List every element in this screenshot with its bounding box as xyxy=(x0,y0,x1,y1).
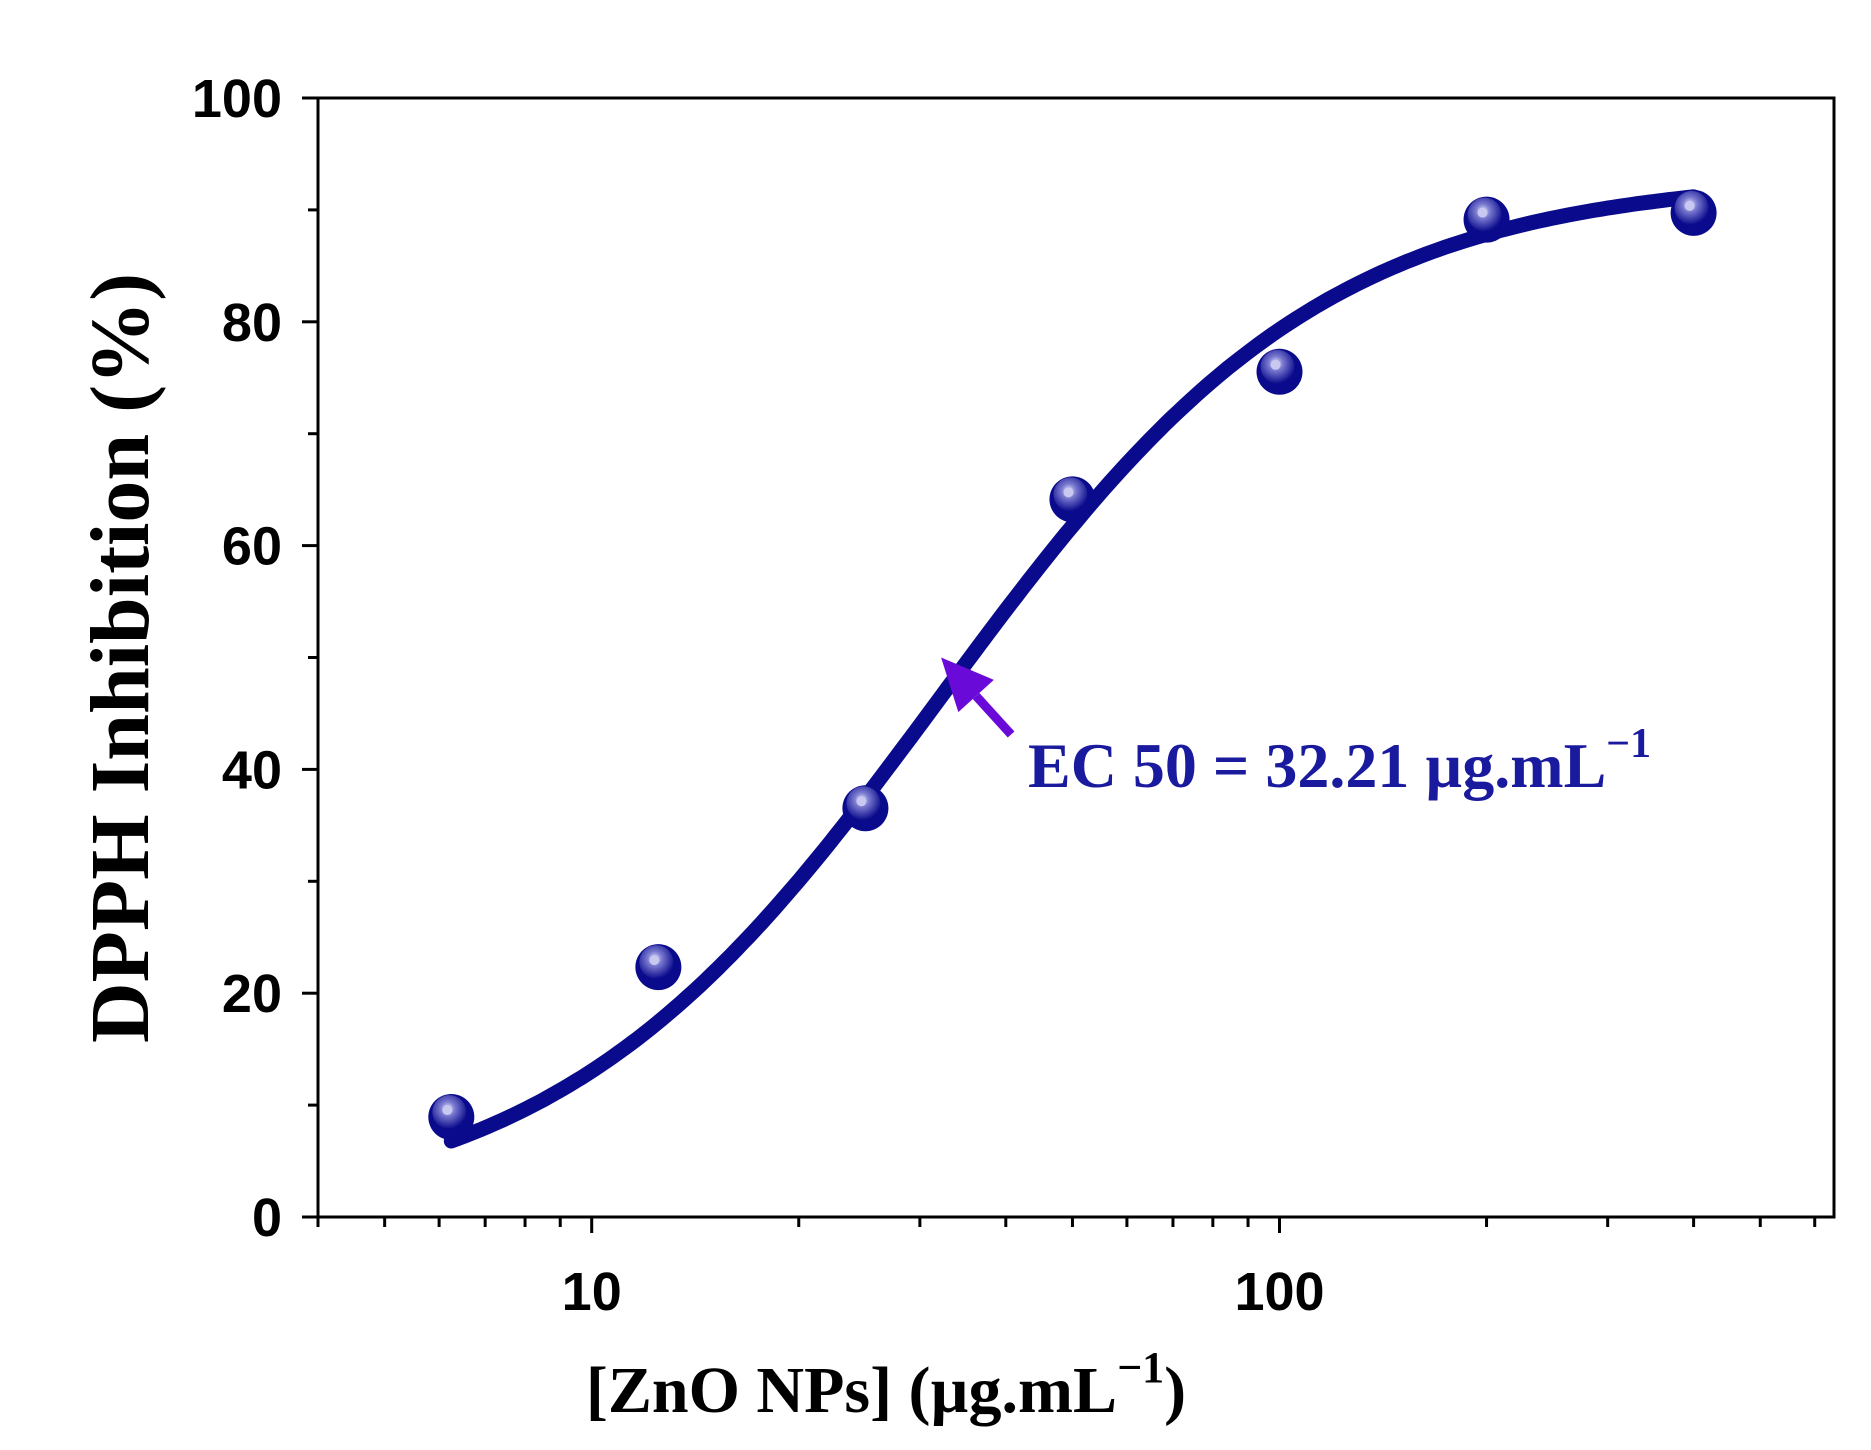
data-point-highlight xyxy=(442,1105,453,1116)
data-point-highlight xyxy=(1270,359,1281,370)
data-point xyxy=(1463,196,1510,243)
plot-frame xyxy=(316,96,1836,1219)
x-axis-ticks xyxy=(316,1217,1817,1233)
data-point-highlight xyxy=(856,796,867,807)
data-point-highlight xyxy=(649,955,660,966)
y-axis-tick-labels: 0 20 40 60 80 100 xyxy=(192,69,282,1248)
y-tick-label: 100 xyxy=(192,69,282,129)
data-points xyxy=(428,189,1717,1141)
ec50-annotation-superscript: −1 xyxy=(1606,721,1651,767)
x-axis-title-superscript: −1 xyxy=(1117,1343,1164,1392)
y-tick-label: 80 xyxy=(222,293,282,353)
x-axis-title-main: [ZnO NPs] (µg.mL xyxy=(586,1354,1117,1427)
y-axis-ticks xyxy=(302,96,318,1219)
x-axis-title-tail: ) xyxy=(1164,1354,1186,1427)
x-axis-title: [ZnO NPs] (µg.mL−1) xyxy=(586,1343,1186,1427)
ec50-annotation: EC 50 = 32.21 µg.mL−1 xyxy=(1028,721,1651,801)
data-point xyxy=(842,785,889,832)
y-tick-label: 20 xyxy=(222,964,282,1024)
x-axis-tick-labels: 10 100 xyxy=(562,1262,1325,1322)
data-point-highlight xyxy=(1684,200,1695,211)
data-point xyxy=(1670,189,1717,236)
ec50-arrow xyxy=(941,657,1015,738)
data-point-highlight xyxy=(1063,487,1074,498)
x-tick-label: 100 xyxy=(1234,1262,1324,1322)
ec50-arrow-head xyxy=(941,657,994,713)
y-tick-label: 60 xyxy=(222,517,282,577)
data-point-highlight xyxy=(1477,207,1488,218)
y-tick-label: 0 xyxy=(252,1188,282,1248)
data-point xyxy=(1049,476,1096,523)
data-point xyxy=(1256,348,1303,395)
y-axis-title: DPPH Inhibition (%) xyxy=(74,273,167,1043)
x-tick-label: 10 xyxy=(562,1262,622,1322)
ec50-arrow-shaft xyxy=(972,692,1015,738)
data-point xyxy=(635,944,682,991)
ec50-annotation-label: EC 50 = 32.21 µg.mL xyxy=(1028,730,1606,801)
y-tick-label: 40 xyxy=(222,740,282,800)
sigmoidal-fit-curve xyxy=(443,189,1702,1149)
data-point xyxy=(428,1094,475,1141)
